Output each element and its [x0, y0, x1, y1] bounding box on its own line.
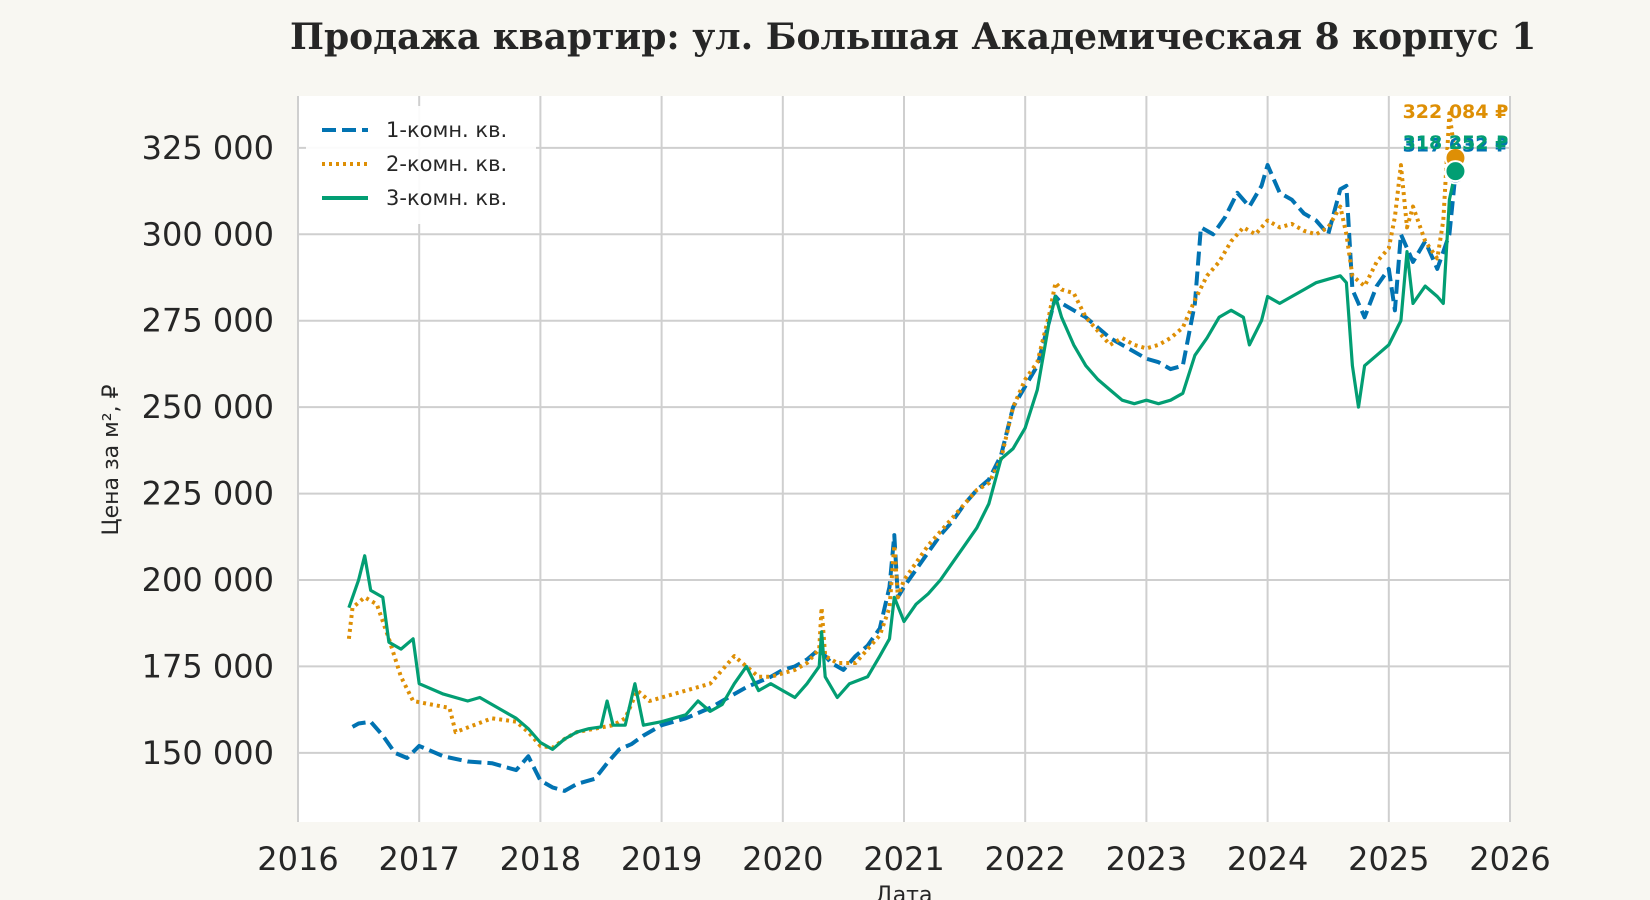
end-markers: 317 632 ₽ 322 084 ₽ 318 252 ₽ — [1403, 101, 1509, 185]
end-label-1: 317 632 ₽ — [1403, 134, 1509, 156]
y-axis-label: Цена за м², ₽ — [99, 384, 124, 535]
chart-title: Продажа квартир: ул. Большая Академическ… — [290, 16, 1537, 58]
y-tick-225000: 225 000 — [142, 475, 274, 513]
y-tick-325000: 325 000 — [142, 129, 274, 167]
x-tick-2023: 2023 — [1106, 840, 1187, 878]
series-line-3 — [347, 170, 1458, 751]
series-layer — [346, 111, 1458, 793]
x-tick-2021: 2021 — [863, 840, 944, 878]
series-line-1 — [351, 163, 1458, 793]
y-tick-labels: 150 000 175 000 200 000 225 000 250 000 275 0… — [142, 129, 274, 772]
y-tick-250000: 250 000 — [142, 388, 274, 426]
legend-label-2: 2-комн. кв. — [386, 152, 507, 176]
legend-label-1: 1-комн. кв. — [386, 118, 507, 142]
y-tick-175000: 175 000 — [142, 647, 274, 685]
y-tick-200000: 200 000 — [142, 561, 274, 599]
x-tick-2025: 2025 — [1348, 840, 1429, 878]
x-tick-2017: 2017 — [378, 840, 459, 878]
grid — [297, 96, 1511, 822]
x-tick-2026: 2026 — [1469, 840, 1550, 878]
legend: 1-комн. кв. 2-комн. кв. 3-комн. кв. — [306, 106, 536, 224]
end-label-2: 322 084 ₽ — [1403, 101, 1509, 123]
y-tick-150000: 150 000 — [142, 734, 274, 772]
x-tick-2020: 2020 — [742, 840, 823, 878]
y-tick-300000: 300 000 — [142, 215, 274, 253]
y-tick-275000: 275 000 — [142, 302, 274, 340]
x-tick-labels: 2016 2017 2018 2019 2020 2021 2022 2023 2024 2025… — [257, 840, 1550, 878]
end-label-3: 318 252 ₽ — [1403, 132, 1509, 154]
end-point-3 — [1444, 160, 1467, 183]
x-tick-2019: 2019 — [621, 840, 702, 878]
legend-label-3: 3-комн. кв. — [386, 186, 507, 210]
x-tick-2024: 2024 — [1227, 840, 1308, 878]
x-tick-2018: 2018 — [500, 840, 581, 878]
series-line-2 — [346, 111, 1458, 750]
x-tick-2022: 2022 — [984, 840, 1065, 878]
x-axis-label: Дата — [876, 883, 933, 900]
x-tick-2016: 2016 — [257, 840, 338, 878]
